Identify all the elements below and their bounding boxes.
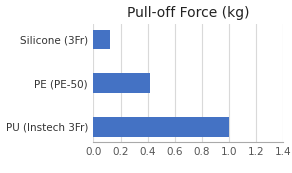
Bar xyxy=(93,30,110,49)
Bar xyxy=(93,73,150,93)
Bar xyxy=(93,117,229,136)
Title: Pull-off Force (kg): Pull-off Force (kg) xyxy=(127,6,250,20)
